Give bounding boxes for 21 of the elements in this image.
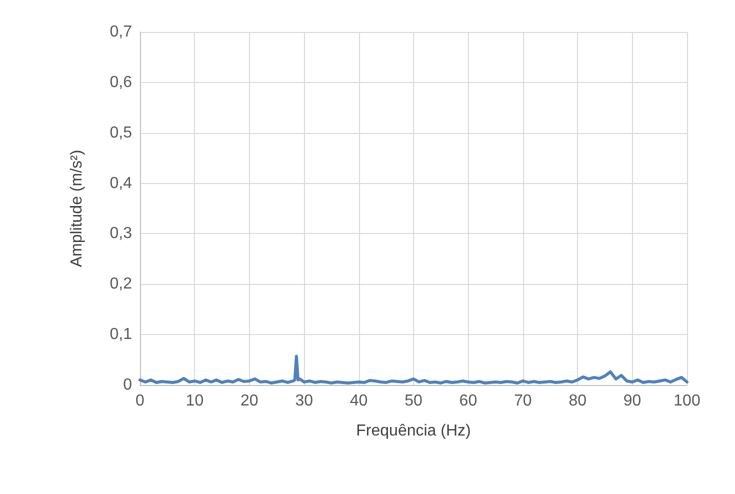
x-tick-label: 10 (186, 392, 204, 410)
x-tick-label: 0 (136, 392, 145, 410)
x-tick-label: 100 (674, 392, 700, 410)
x-tick-label: 20 (240, 392, 258, 410)
x-tick-label: 80 (568, 392, 587, 410)
x-tick-label: 70 (514, 392, 532, 410)
y-tick-label: 0,2 (110, 276, 132, 293)
y-axis-title: Amplitude (m/s²) (68, 150, 86, 268)
x-axis-title: Frequência (Hz) (356, 422, 471, 440)
x-tick-label: 50 (404, 392, 422, 410)
x-tick-label: 40 (350, 392, 368, 410)
y-tick-label: 0,5 (110, 124, 132, 142)
y-tick-label: 0,1 (110, 326, 132, 344)
y-tick-label: 0 (123, 376, 132, 394)
x-tick-label: 30 (295, 392, 314, 410)
y-tick-label: 0,3 (110, 225, 132, 242)
x-tick-label: 60 (459, 392, 478, 410)
y-tick-label: 0,7 (110, 24, 132, 40)
x-tick-label: 90 (623, 392, 642, 410)
y-tick-label: 0,4 (110, 174, 132, 192)
y-tick-label: 0,6 (110, 74, 132, 91)
